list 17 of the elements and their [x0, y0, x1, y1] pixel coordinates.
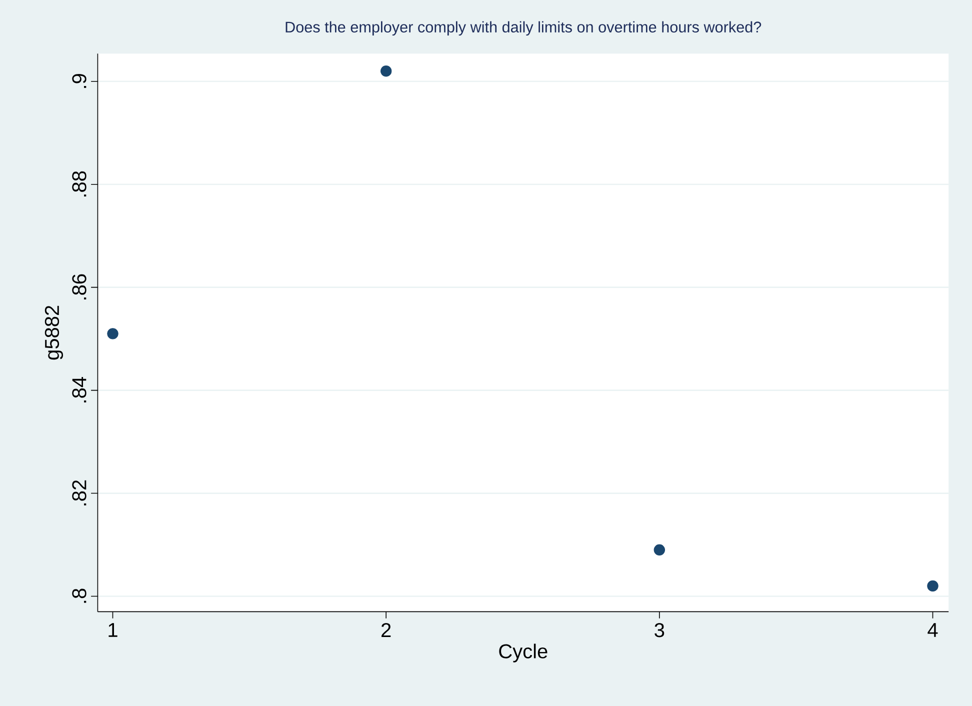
x-axis-title: Cycle [499, 644, 548, 662]
y-tick-label: .86 [72, 274, 86, 300]
y-tick-label: .82 [72, 480, 86, 506]
y-axis-title: g5882 [44, 306, 64, 360]
x-tick-label: 3 [654, 623, 664, 638]
x-tick-label: 4 [928, 623, 938, 637]
point [380, 65, 392, 77]
chart-title: Does the employer comply with daily limits on overtime hours worked? [286, 21, 762, 36]
point [107, 328, 118, 340]
x-tick-label: 2 [382, 623, 391, 638]
y-tick-label: .9 [72, 74, 86, 88]
y-tick-label: .88 [72, 171, 86, 196]
point [654, 544, 666, 556]
point [927, 580, 938, 592]
x-tick-label: 1 [108, 623, 118, 637]
y-tick-label: .8 [72, 588, 86, 603]
y-tick-label: .84 [72, 376, 86, 402]
